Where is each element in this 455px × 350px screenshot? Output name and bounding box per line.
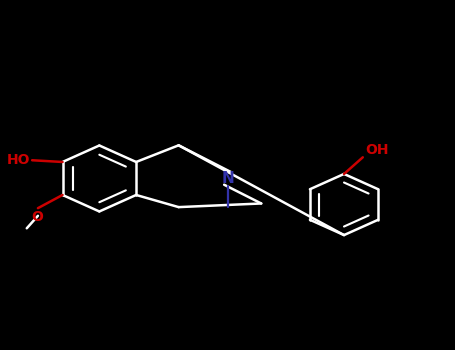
Text: O: O	[31, 210, 43, 224]
Text: HO: HO	[6, 153, 30, 167]
Text: OH: OH	[365, 142, 389, 156]
Text: N: N	[221, 171, 234, 186]
